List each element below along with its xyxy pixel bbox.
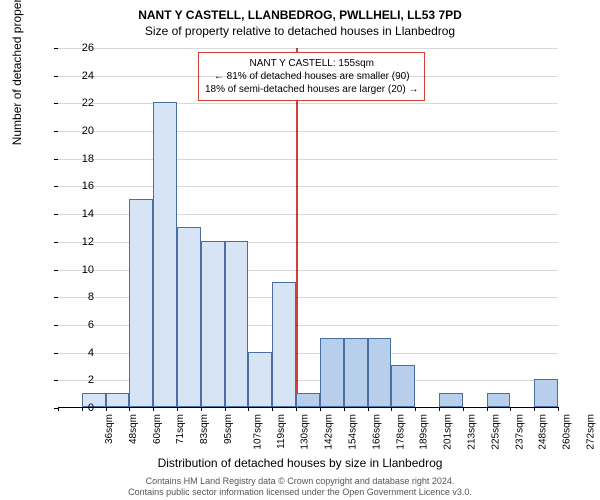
histogram-bar (439, 393, 463, 407)
x-tick-label: 71sqm (175, 414, 186, 444)
grid-line (58, 186, 558, 187)
x-tick-mark (106, 407, 107, 411)
x-tick-label: 48sqm (128, 414, 139, 444)
x-tick-mark (344, 407, 345, 411)
x-tick-label: 260sqm (562, 414, 573, 450)
histogram-bar (177, 227, 201, 407)
x-tick-mark (177, 407, 178, 411)
chart-title: NANT Y CASTELL, LLANBEDROG, PWLLHELI, LL… (138, 8, 462, 22)
y-tick-label: 18 (54, 153, 94, 165)
y-axis-title: Number of detached properties (10, 0, 24, 145)
histogram-bar (106, 393, 130, 407)
x-tick-mark (415, 407, 416, 411)
x-tick-mark (463, 407, 464, 411)
x-tick-mark (272, 407, 273, 411)
x-tick-label: 60sqm (152, 414, 163, 444)
x-tick-label: 272sqm (586, 414, 597, 450)
histogram-bar (487, 393, 511, 407)
y-tick-label: 0 (54, 402, 94, 414)
chart-footer: Contains HM Land Registry data © Crown c… (128, 476, 472, 498)
grid-line (58, 103, 558, 104)
x-tick-mark (129, 407, 130, 411)
x-tick-mark (248, 407, 249, 411)
histogram-bar (225, 241, 249, 407)
y-tick-label: 26 (54, 42, 94, 54)
x-tick-label: 201sqm (443, 414, 454, 450)
x-tick-label: 248sqm (538, 414, 549, 450)
y-tick-label: 22 (54, 97, 94, 109)
y-tick-label: 24 (54, 70, 94, 82)
grid-line (58, 48, 558, 49)
histogram-bar (248, 352, 272, 407)
y-tick-label: 20 (54, 125, 94, 137)
x-tick-label: 189sqm (419, 414, 430, 450)
annotation-line3: 18% of semi-detached houses are larger (… (205, 83, 418, 96)
histogram-bar (129, 199, 153, 407)
x-tick-label: 36sqm (104, 414, 115, 444)
x-tick-mark (510, 407, 511, 411)
y-tick-label: 10 (54, 264, 94, 276)
y-tick-label: 14 (54, 208, 94, 220)
histogram-bar (201, 241, 225, 407)
x-tick-mark (439, 407, 440, 411)
x-tick-label: 95sqm (223, 414, 234, 444)
x-tick-mark (487, 407, 488, 411)
x-tick-label: 130sqm (300, 414, 311, 450)
x-tick-mark (201, 407, 202, 411)
histogram-bar (391, 365, 415, 407)
x-tick-mark (296, 407, 297, 411)
histogram-bar (296, 393, 320, 407)
footer-line2: Contains public sector information licen… (128, 487, 472, 498)
x-tick-label: 166sqm (371, 414, 382, 450)
grid-line (58, 159, 558, 160)
histogram-bar (153, 102, 177, 407)
footer-line1: Contains HM Land Registry data © Crown c… (128, 476, 472, 487)
x-tick-label: 237sqm (514, 414, 525, 450)
chart-subtitle: Size of property relative to detached ho… (145, 24, 455, 38)
x-tick-label: 154sqm (348, 414, 359, 450)
x-tick-label: 178sqm (395, 414, 406, 450)
plot-area: NANT Y CASTELL: 155sqm ← 81% of detached… (58, 48, 558, 408)
x-tick-mark (153, 407, 154, 411)
y-tick-label: 2 (54, 374, 94, 386)
grid-line (58, 76, 558, 77)
x-tick-label: 213sqm (467, 414, 478, 450)
x-tick-label: 107sqm (252, 414, 263, 450)
histogram-bar (272, 282, 296, 407)
y-tick-label: 8 (54, 291, 94, 303)
x-tick-label: 142sqm (324, 414, 335, 450)
x-tick-label: 83sqm (199, 414, 210, 444)
x-tick-mark (320, 407, 321, 411)
x-tick-mark (225, 407, 226, 411)
x-tick-mark (534, 407, 535, 411)
x-tick-label: 225sqm (490, 414, 501, 450)
x-tick-mark (391, 407, 392, 411)
y-tick-label: 4 (54, 347, 94, 359)
histogram-bar (368, 338, 392, 407)
x-tick-label: 119sqm (275, 414, 286, 449)
marker-line (296, 48, 298, 408)
y-tick-label: 6 (54, 319, 94, 331)
annotation-line1: NANT Y CASTELL: 155sqm (205, 57, 418, 70)
x-axis-title: Distribution of detached houses by size … (158, 456, 443, 470)
y-tick-label: 16 (54, 180, 94, 192)
x-tick-mark (368, 407, 369, 411)
histogram-bar (320, 338, 344, 407)
histogram-bar (344, 338, 368, 407)
grid-line (58, 131, 558, 132)
histogram-bar (534, 379, 558, 407)
x-tick-mark (558, 407, 559, 411)
y-tick-label: 12 (54, 236, 94, 248)
